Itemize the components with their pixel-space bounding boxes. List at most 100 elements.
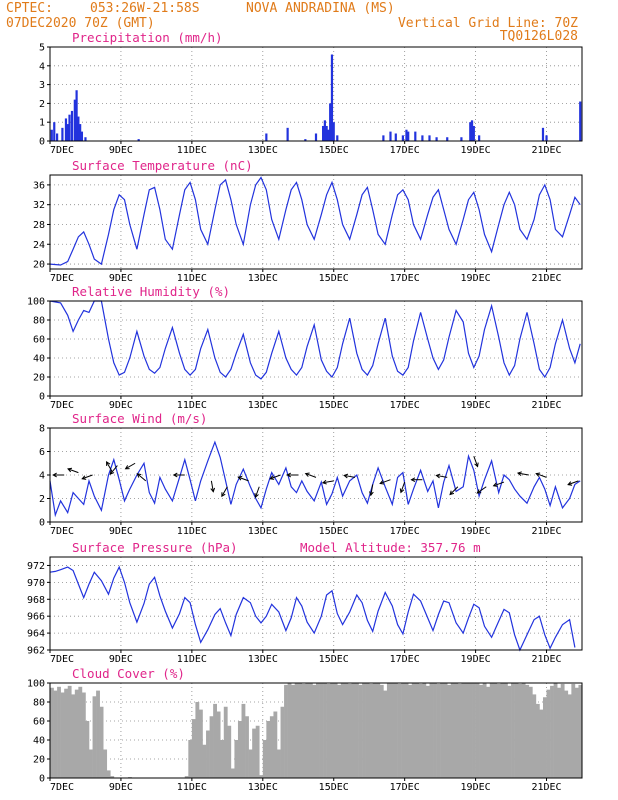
cloud-cover-bar xyxy=(64,688,69,778)
cloud-cover-bar xyxy=(103,749,108,778)
header-source: CPTEC: xyxy=(6,1,53,16)
cloud-cover-bar xyxy=(81,692,86,778)
cloud-cover-bar xyxy=(344,683,349,778)
cloud-cover-bar xyxy=(376,683,381,778)
precipitation-bar xyxy=(80,131,84,141)
cloud-cover-bar xyxy=(397,683,402,778)
cloud-cover-bar xyxy=(298,683,303,778)
temperature-xtick-label: 15DEC xyxy=(319,273,349,284)
cloud-cover-bar xyxy=(528,686,533,778)
precipitation-bar xyxy=(321,125,325,141)
precipitation-bar xyxy=(401,135,404,141)
pressure-panel: Surface Pressure (hPa) Model Altitude: 35… xyxy=(27,540,583,665)
cloud-cover-bar xyxy=(493,683,498,778)
precipitation-bar xyxy=(329,103,332,141)
cloud-cover-xtick-label: 19DEC xyxy=(461,782,491,793)
wind-arrow-head xyxy=(516,471,522,476)
wind-arrow xyxy=(370,484,374,496)
pressure-line xyxy=(49,565,576,652)
cloud-cover-bar xyxy=(209,716,214,778)
cloud-cover-bar xyxy=(245,716,249,778)
wind-arrow xyxy=(473,456,479,467)
wind-arrow xyxy=(137,473,147,482)
cloud-cover-bar xyxy=(276,749,281,778)
precipitation-bar xyxy=(66,124,69,141)
precipitation-bar xyxy=(460,137,463,141)
wind-arrow-head xyxy=(210,487,216,493)
wind-arrow-head xyxy=(81,475,87,480)
cloud-cover-bar xyxy=(216,711,221,778)
precipitation-bar xyxy=(428,135,431,141)
temperature-xtick-label: 13DEC xyxy=(248,273,278,284)
precipitation-xtick-label: 19DEC xyxy=(461,145,491,156)
header-grid-note: Vertical Grid Line: 70Z xyxy=(398,16,578,31)
precipitation-bar xyxy=(478,135,481,141)
cloud-cover-bar xyxy=(454,683,459,778)
cloud-cover-bar xyxy=(213,703,217,778)
header-run-date: 07DEC2020 70Z (GMT) xyxy=(6,16,155,31)
cloud-cover-ytick-label: 20 xyxy=(33,755,45,766)
cloud-cover-bar xyxy=(447,684,452,778)
wind-arrow-head xyxy=(172,472,178,478)
precipitation-bar xyxy=(70,110,74,141)
wind-arrow xyxy=(449,486,459,495)
wind-xtick-label: 15DEC xyxy=(319,526,349,537)
wind-title: Surface Wind (m/s) xyxy=(72,411,207,426)
temperature-xtick-label: 17DEC xyxy=(390,273,420,284)
cloud-cover-bar xyxy=(273,711,278,778)
precipitation-ytick-label: 1 xyxy=(39,118,45,129)
wind-arrow-head xyxy=(369,491,374,497)
cloud-cover-bar xyxy=(436,683,441,778)
cloud-cover-bar xyxy=(521,683,526,778)
cloud-cover-bar xyxy=(532,694,537,778)
pressure-xtick-label: 11DEC xyxy=(177,654,207,665)
wind-arrow xyxy=(517,472,529,476)
precipitation-bar xyxy=(545,135,548,141)
precipitation-ytick-label: 4 xyxy=(39,61,45,72)
humidity-ytick-label: 20 xyxy=(33,373,45,384)
cloud-cover-bar xyxy=(496,683,501,778)
wind-xtick-label: 13DEC xyxy=(248,526,278,537)
cloud-cover-bar xyxy=(294,683,299,778)
precipitation-bar xyxy=(314,133,318,141)
cloud-cover-bar xyxy=(486,686,491,778)
cloud-cover-title: Cloud Cover (%) xyxy=(72,666,185,681)
cloud-cover-bar xyxy=(333,683,338,778)
cloud-cover-bar xyxy=(418,683,423,778)
humidity-ytick-label: 40 xyxy=(33,354,45,365)
cloud-cover-ytick-label: 40 xyxy=(33,736,45,747)
header-model-id: TQ0126L028 xyxy=(500,29,578,44)
precipitation-ytick-label: 2 xyxy=(39,99,45,110)
precipitation-xtick-label: 21DEC xyxy=(531,145,561,156)
cloud-cover-bar xyxy=(255,725,260,778)
cloud-cover-bar xyxy=(330,683,335,778)
precipitation-xtick-label: 17DEC xyxy=(390,145,420,156)
cloud-cover-bar xyxy=(92,696,97,778)
precipitation-bar xyxy=(541,127,545,141)
precipitation-bar xyxy=(304,139,307,141)
temperature-line xyxy=(49,176,581,266)
cloud-cover-bar xyxy=(323,683,327,778)
cloud-cover-bar xyxy=(60,692,65,778)
cloud-cover-xtick-label: 21DEC xyxy=(531,782,561,793)
humidity-xtick-label: 15DEC xyxy=(319,400,349,411)
temperature-title: Surface Temperature (nC) xyxy=(72,158,253,173)
humidity-ytick-label: 100 xyxy=(27,297,45,308)
wind-arrow-head xyxy=(474,462,479,468)
cloud-cover-bar xyxy=(53,690,58,778)
pressure-ytick-label: 964 xyxy=(27,629,45,640)
cloud-cover-bar xyxy=(461,683,466,778)
humidity-title: Relative Humidity (%) xyxy=(72,284,230,299)
cloud-cover-bar xyxy=(542,697,547,778)
cloud-cover-bar xyxy=(503,683,508,778)
cloud-cover-bar xyxy=(394,683,398,778)
cloud-cover-bar xyxy=(57,686,61,778)
cloud-cover-bar xyxy=(206,730,210,778)
temperature-ytick-label: 28 xyxy=(33,220,45,231)
wind-arrow-head xyxy=(124,465,130,470)
cloud-cover-bar xyxy=(110,776,115,778)
cloud-cover-bar xyxy=(351,683,356,778)
cloud-cover-bar xyxy=(223,706,228,778)
precipitation-xtick-label: 13DEC xyxy=(248,145,278,156)
wind-arrow xyxy=(270,474,281,480)
